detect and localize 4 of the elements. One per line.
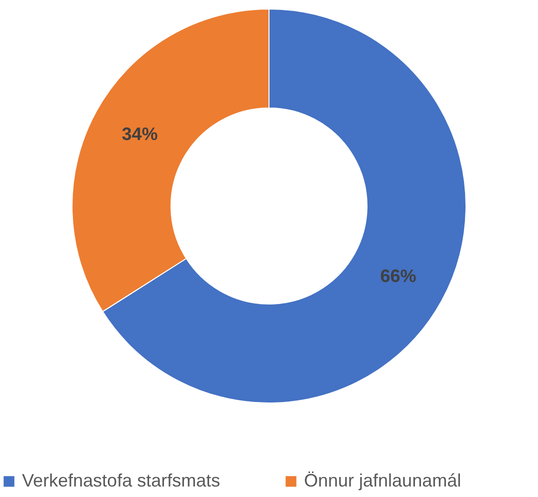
legend-label: Önnur jafnlaunamál — [304, 470, 462, 490]
data-label: 34% — [122, 124, 158, 144]
data-label: 66% — [380, 266, 416, 286]
legend-label: Verkefnastofa starfsmats — [22, 470, 220, 490]
